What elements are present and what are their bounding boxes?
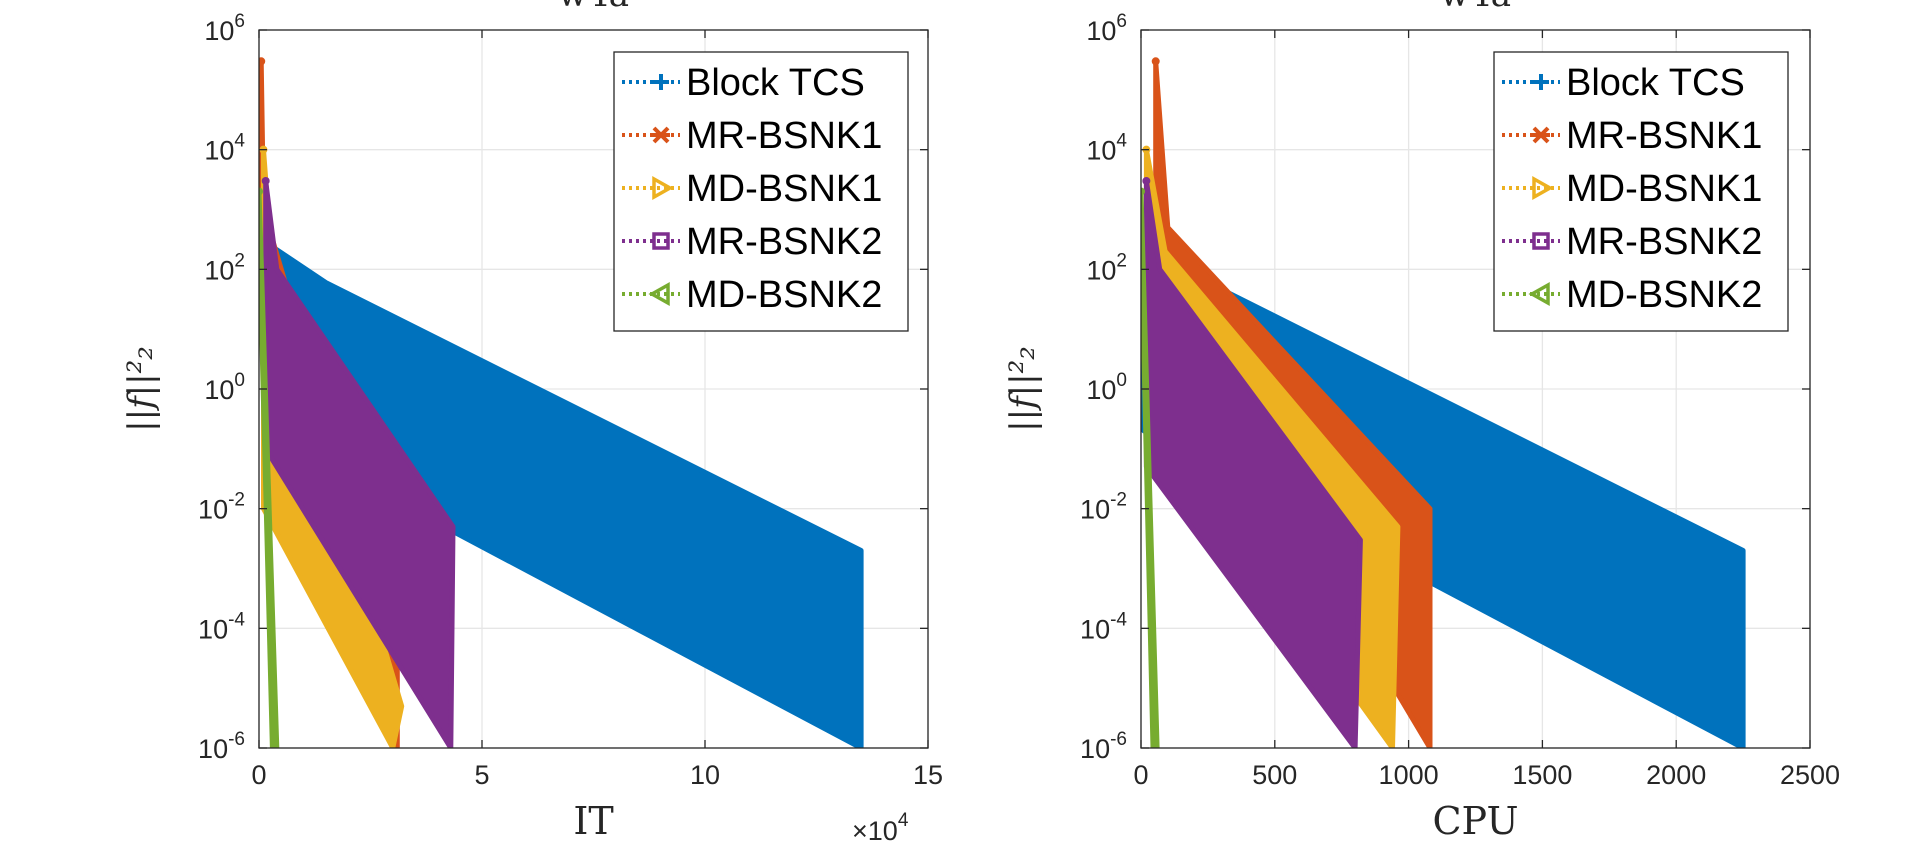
y-tick-label: 10-2 — [1080, 490, 1127, 525]
legend-marker-square-icon — [652, 232, 670, 250]
series-layer — [1141, 57, 1746, 748]
legend: Block TCS MR-BSNK1 MD-BSNK1 MR-BSNK2 MD-BSNK… — [613, 51, 909, 332]
chart-title: w4a — [558, 0, 629, 15]
legend-entry-label: MR-BSNK1 — [686, 115, 882, 157]
series-start-point-mr-bsnk2 — [1142, 176, 1151, 185]
y-tick-label: 100 — [204, 370, 245, 405]
y-tick-label: 10-6 — [198, 729, 245, 764]
x-tick-label: 15 — [913, 760, 943, 790]
x-tick-label: 0 — [1133, 760, 1148, 790]
series-start-point-md-bsnk2 — [259, 187, 263, 196]
series-layer — [259, 57, 864, 748]
y-tick-label: 10-4 — [198, 609, 245, 644]
legend-entry-label: MD-BSNK2 — [686, 274, 882, 316]
x-tick-label: 5 — [474, 760, 489, 790]
legend-marker-triangle-left-icon — [648, 282, 670, 306]
x-tick-label: 1500 — [1512, 760, 1572, 790]
legend-marker-plus-icon — [653, 74, 669, 90]
chart-panel-2: 0 500 1000 1500 2000 2500 10-6 10-4 10-2 100 102 10… — [1003, 0, 1840, 843]
series-start-point-mr-bsnk1 — [1151, 57, 1160, 66]
y-tick-label: 100 — [1086, 370, 1127, 405]
x-axis-label: IT — [573, 799, 613, 843]
y-tick-label: 106 — [1086, 11, 1127, 46]
legend-entry-label: MD-BSNK1 — [1566, 168, 1762, 210]
legend-entry-label: MR-BSNK2 — [1566, 221, 1762, 263]
legend-marker-triangle-right-icon — [652, 176, 674, 200]
y-tick-label: 10-2 — [198, 490, 245, 525]
legend-entry-label: MR-BSNK2 — [686, 221, 882, 263]
y-tick-label: 102 — [204, 250, 245, 285]
y-tick-label: 10-6 — [1080, 729, 1127, 764]
x-axis-label: CPU — [1432, 799, 1518, 843]
legend-marker-triangle-right-icon — [1532, 176, 1554, 200]
y-tick-label: 106 — [204, 11, 245, 46]
x-tick-label: 500 — [1252, 760, 1297, 790]
series-start-point-md-bsnk2 — [1141, 187, 1145, 196]
y-tick-label: 104 — [204, 131, 245, 166]
legend-marker-square-icon — [1532, 232, 1550, 250]
y-tick-label: 102 — [1086, 250, 1127, 285]
chart-panel-1: 0 5 10 15 10-6 10-4 10-2 100 102 104 106 ×104 IT ||f|… — [121, 0, 943, 846]
x-tick-label: 10 — [690, 760, 720, 790]
series-start-point-mr-bsnk1 — [259, 57, 266, 66]
y-tick-label: 104 — [1086, 131, 1127, 166]
x-tick-label: 1000 — [1379, 760, 1439, 790]
y-axis-label: ||f||²₂ — [121, 346, 161, 432]
chart-title: w4a — [1440, 0, 1511, 15]
legend-marker-asterisk-icon — [652, 126, 670, 144]
legend-entry-label: MR-BSNK1 — [1566, 115, 1762, 157]
legend-marker-triangle-left-icon — [1528, 282, 1550, 306]
legend: Block TCS MR-BSNK1 MD-BSNK1 MR-BSNK2 MD-BSNK… — [1493, 51, 1789, 332]
x-tick-label: 2500 — [1780, 760, 1840, 790]
y-axis-label: ||f||²₂ — [1003, 346, 1043, 432]
legend-entry-label: Block TCS — [1566, 62, 1745, 104]
legend-entry-label: Block TCS — [686, 62, 865, 104]
legend-entry-label: MD-BSNK1 — [686, 168, 882, 210]
x-tick-label: 2000 — [1646, 760, 1706, 790]
x-axis-multiplier: ×104 — [852, 810, 909, 846]
series-band-md-bsnk2 — [1141, 189, 1160, 748]
legend-entry-label: MD-BSNK2 — [1566, 274, 1762, 316]
x-tick-label: 0 — [251, 760, 266, 790]
series-start-point-mr-bsnk2 — [261, 176, 270, 185]
legend-marker-plus-icon — [1533, 74, 1549, 90]
series-band-md-bsnk2 — [259, 189, 280, 748]
y-tick-label: 10-4 — [1080, 609, 1127, 644]
legend-marker-asterisk-icon — [1532, 126, 1550, 144]
